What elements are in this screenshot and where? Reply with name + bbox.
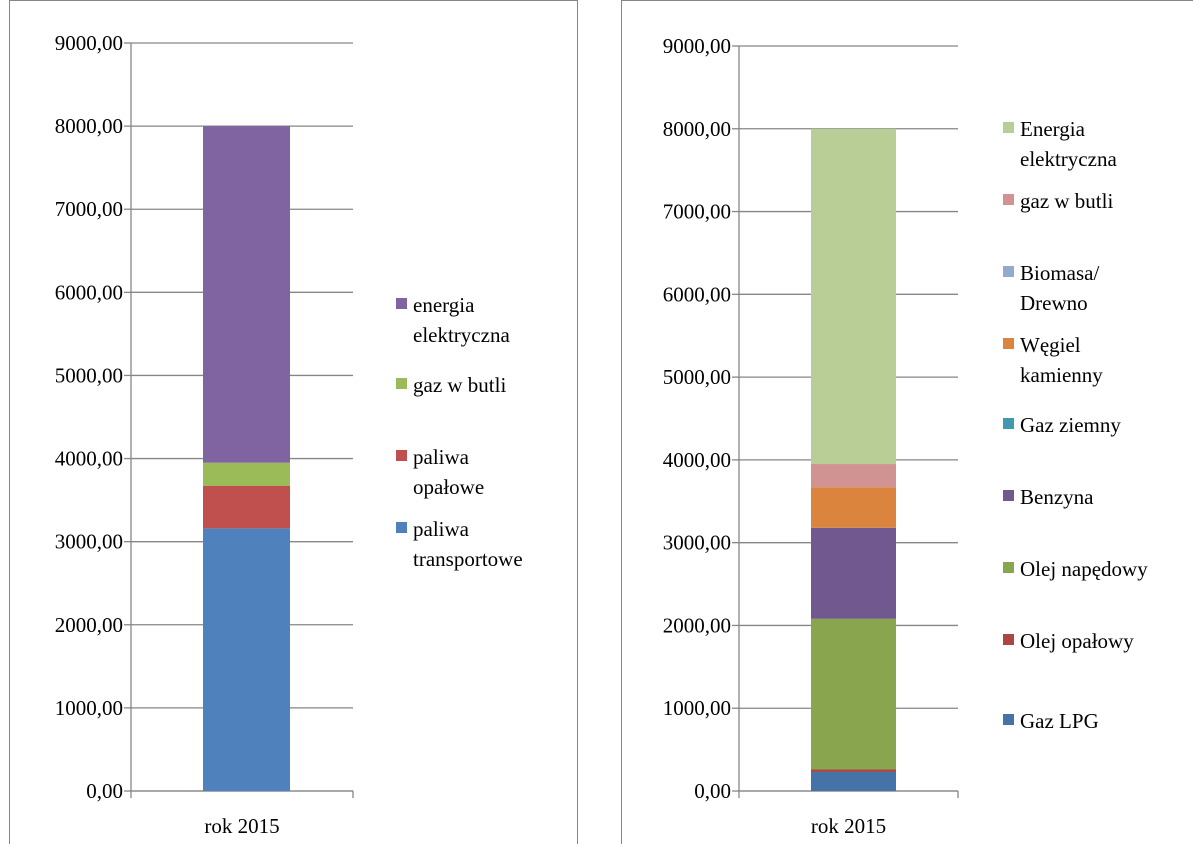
legend-label: Energia [1020, 117, 1086, 141]
chart-left: 0,00 1000,00 2000,00 3000,00 4000,00 5000,00 6… [55, 31, 523, 838]
y-tick-label: 1000,00 [55, 696, 123, 720]
bar-segment-paliwa-transportowe [203, 528, 290, 791]
bar-segment-gaz-w-butli [203, 462, 290, 486]
legend-label: Gaz ziemny [1020, 413, 1121, 437]
bar-segment-energia-elektryczna [811, 128, 896, 465]
legend-swatch [1003, 418, 1014, 429]
legend-swatch [396, 450, 407, 461]
y-tick-label: 5000,00 [55, 363, 123, 387]
legend-label: paliwa [413, 445, 470, 469]
legend-label: elektryczna [413, 323, 510, 347]
bar-segment-gaz-w-butli [811, 464, 896, 488]
x-category-label: rok 2015 [204, 814, 279, 838]
legend-label: paliwa [413, 517, 470, 541]
y-tick-label: 2000,00 [55, 613, 123, 637]
y-tick-label: 7000,00 [663, 200, 731, 224]
y-tick-label: 4000,00 [663, 448, 731, 472]
y-tick-label: 0,00 [694, 779, 731, 803]
legend-label: transportowe [413, 547, 523, 571]
legend-label: energia [413, 293, 475, 317]
legend-label: Olej napędowy [1020, 557, 1148, 581]
legend-swatch [396, 298, 407, 309]
chart-right-panel: 0,00 1000,00 2000,00 3000,00 4000,00 5000,00 6… [621, 0, 1193, 844]
bar-segment-energia-elektryczna [203, 126, 290, 463]
legend-swatch [1003, 714, 1014, 725]
y-tick-label: 1000,00 [663, 696, 731, 720]
legend-label: gaz w butli [413, 373, 506, 397]
chart-right: 0,00 1000,00 2000,00 3000,00 4000,00 5000,00 6… [663, 34, 1148, 838]
y-tick-label: 8000,00 [55, 114, 123, 138]
legend-label: gaz w butli [1020, 189, 1113, 213]
y-tick-label: 4000,00 [55, 447, 123, 471]
legend-swatch [1003, 266, 1014, 277]
bar-segment-węgiel-kamienny [811, 487, 896, 528]
legend-label: Biomasa/ [1020, 261, 1099, 285]
chart-left-panel: 0,00 1000,00 2000,00 3000,00 4000,00 5000,00 6… [9, 0, 578, 844]
y-tick-label: 0,00 [86, 779, 123, 803]
legend-swatch [1003, 338, 1014, 349]
bar-segment-gaz-lpg [811, 771, 896, 791]
x-category-label: rok 2015 [811, 814, 886, 838]
bar-segment-paliwa-opałowe [203, 485, 290, 529]
y-tick-label: 9000,00 [663, 34, 731, 58]
legend-swatch [1003, 490, 1014, 501]
legend-swatch [396, 378, 407, 389]
y-tick-label: 3000,00 [55, 530, 123, 554]
legend-label: opałowe [413, 475, 484, 499]
y-tick-label: 2000,00 [663, 613, 731, 637]
legend-label: elektryczna [1020, 147, 1117, 171]
legend-label: kamienny [1020, 363, 1103, 387]
legend-swatch [1003, 634, 1014, 645]
y-tick-label: 5000,00 [663, 365, 731, 389]
y-tick-label: 8000,00 [663, 117, 731, 141]
y-tick-label: 3000,00 [663, 531, 731, 555]
legend-label: Benzyna [1020, 485, 1094, 509]
y-tick-label: 7000,00 [55, 197, 123, 221]
legend-swatch [1003, 562, 1014, 573]
bar-segment-benzyna [811, 527, 896, 619]
legend-label: Gaz LPG [1020, 709, 1099, 733]
legend-swatch [1003, 194, 1014, 205]
bar-segment-olej-napędowy [811, 618, 896, 770]
legend-label: Węgiel [1020, 333, 1081, 357]
y-tick-label: 9000,00 [55, 31, 123, 55]
legend-swatch [1003, 122, 1014, 133]
bar-segment-olej-opałowy [811, 769, 896, 772]
legend-swatch [396, 522, 407, 533]
y-tick-label: 6000,00 [663, 282, 731, 306]
legend-label: Drewno [1020, 291, 1088, 315]
legend-label: Olej opałowy [1020, 629, 1134, 653]
y-tick-label: 6000,00 [55, 280, 123, 304]
